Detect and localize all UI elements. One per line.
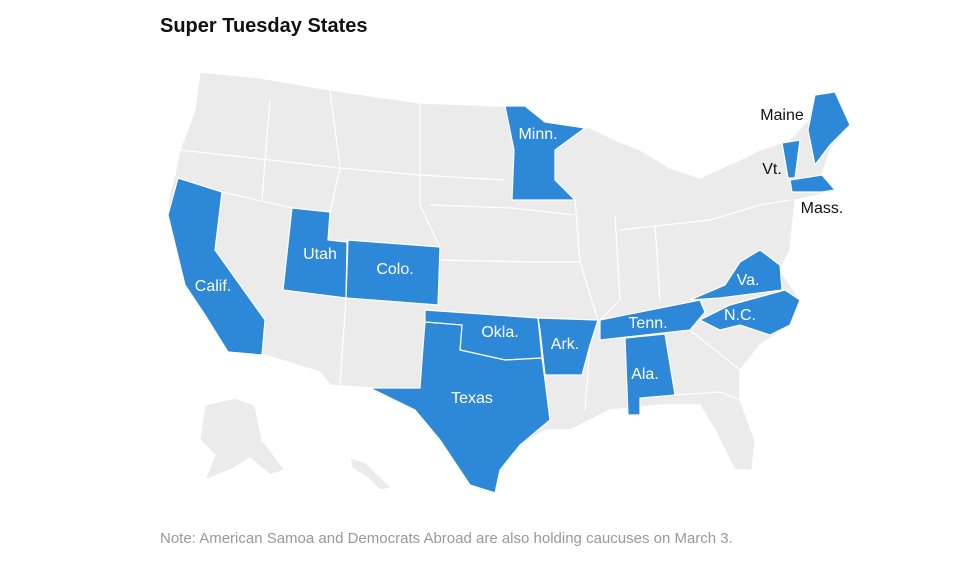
state-label: Calif. [195, 278, 231, 295]
state-label: Maine [760, 107, 804, 124]
state-shape [345, 239, 441, 306]
hawaii [349, 457, 394, 491]
state-label: Ala. [631, 366, 659, 383]
map-title: Super Tuesday States [160, 15, 367, 37]
state-border [419, 103, 441, 248]
state-border [329, 89, 341, 213]
state-label: Vt. [762, 161, 782, 178]
state-border [689, 329, 741, 371]
state-shape [781, 139, 801, 179]
state-label: Minn. [518, 126, 557, 143]
state-shape [698, 289, 801, 336]
state-label: Va. [737, 272, 760, 289]
state-shape [282, 207, 348, 299]
note: Note: American Samoa and Democrats Abroa… [160, 530, 733, 547]
state-shape [624, 333, 676, 416]
state-border [261, 99, 271, 201]
state-border [584, 344, 591, 411]
state-shape [504, 105, 587, 201]
state-label: Tenn. [628, 315, 667, 332]
state-label: Colo. [376, 261, 413, 278]
state-label: Mass. [801, 200, 844, 217]
state-border [674, 391, 741, 401]
state-border [574, 199, 599, 321]
state-border [599, 214, 621, 321]
state-border [619, 199, 791, 231]
state-label: Ark. [551, 336, 579, 353]
alaska [199, 397, 286, 482]
state-label: Utah [303, 246, 337, 263]
state-shape [689, 249, 783, 301]
base-map [167, 71, 851, 494]
state-shape [369, 321, 551, 494]
state-border [439, 259, 580, 263]
state-border [654, 224, 661, 301]
state-shape [789, 174, 837, 193]
state-label: Texas [451, 390, 493, 407]
state-label: N.C. [724, 307, 756, 324]
state-shape [537, 317, 599, 376]
state-shape [167, 177, 266, 356]
state-border [339, 297, 347, 386]
state-shape [807, 91, 851, 167]
highlighted-states: Calif. Utah Colo. Minn. Maine Vt. Mass. Va. N.C.… [167, 91, 851, 494]
state-border [429, 204, 576, 216]
state-shape [599, 299, 706, 341]
state-label: Okla. [481, 324, 518, 341]
